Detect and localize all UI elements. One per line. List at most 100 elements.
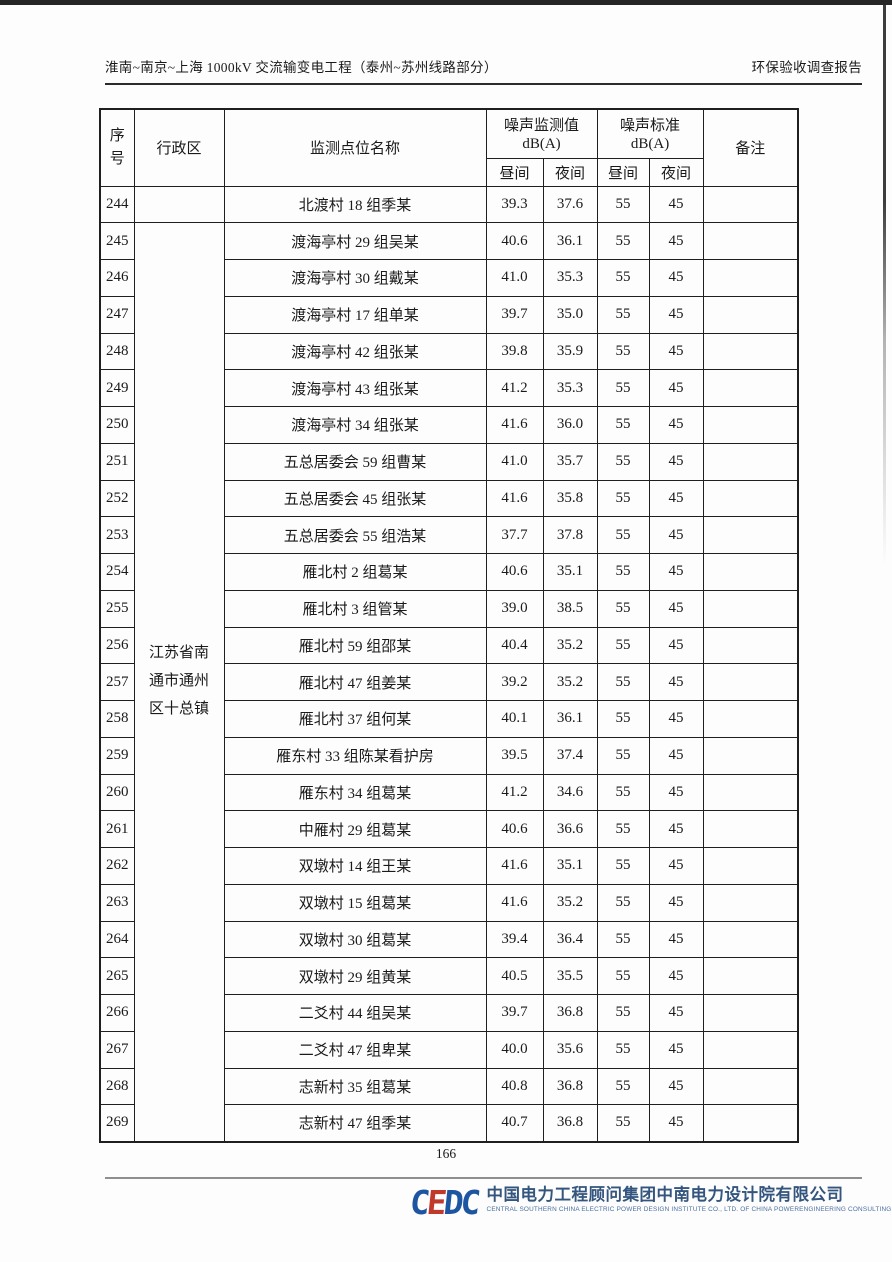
cell-night-measured: 35.8 [542,479,598,518]
cell-night-measured: 35.1 [542,553,598,591]
cell-day-standard: 55 [596,1030,650,1069]
cell-site-name: 渡海亭村 29 组吴某 [223,222,487,260]
cell-night-measured: 36.8 [542,994,598,1032]
cell-day-standard: 55 [596,773,650,812]
cell-night-measured: 35.3 [542,259,598,297]
cell-day-standard: 55 [596,663,650,701]
page-header: 淮南~南京~上海 1000kV 交流输变电工程（泰州~苏州线路部分） 环保验收调… [105,56,862,85]
cell-day-measured: 40.6 [485,553,544,591]
cell-remark [702,1030,799,1069]
table-row: 255 雁北村 3 组管某 39.0 38.5 55 45 [99,589,799,628]
cell-remark [702,663,799,701]
cell-seq: 259 [99,736,135,775]
cell-night-measured: 35.9 [542,332,598,371]
col-header-standard-day: 昼间 [596,157,650,187]
cell-remark [702,700,799,738]
cell-remark [702,994,799,1032]
cell-seq: 264 [99,920,135,959]
cell-seq: 257 [99,663,135,701]
cell-remark [702,516,799,554]
header-left-title: 淮南~南京~上海 1000kV 交流输变电工程（泰州~苏州线路部分） [105,60,498,75]
cell-day-standard: 55 [596,259,650,297]
col-header-site: 监测点位名称 [223,108,487,187]
cell-night-standard: 45 [648,589,704,628]
col-header-measured-night: 夜间 [542,157,598,187]
cell-day-standard: 55 [596,442,650,481]
cell-seq: 254 [99,553,135,591]
cell-night-measured: 35.7 [542,442,598,481]
cell-seq: 246 [99,259,135,297]
noise-monitoring-table: 序号 行政区 监测点位名称 噪声监测值 dB(A) 噪声标准 dB(A) 备注 … [99,108,800,1143]
cell-night-standard: 45 [648,883,704,922]
cell-night-measured: 38.5 [542,589,598,628]
table-row: 259 雁东村 33 组陈某看护房 39.5 37.4 55 45 [99,736,799,775]
cell-night-measured: 36.8 [542,1104,598,1142]
cell-day-measured: 39.3 [485,185,544,224]
col-header-standard-group: 噪声标准 dB(A) [596,108,704,159]
table-row: 248 渡海亭村 42 组张某 39.8 35.9 55 45 [99,332,799,371]
table-row: 249 渡海亭村 43 组张某 41.2 35.3 55 45 [99,369,799,407]
cell-day-measured: 41.2 [485,773,544,812]
table-row: 261 中雁村 29 组葛某 40.6 36.6 55 45 [99,810,799,848]
table-row: 265 双墩村 29 组黄某 40.5 35.5 55 45 [99,957,799,995]
cell-remark [702,883,799,922]
cell-seq: 253 [99,516,135,554]
cell-day-standard: 55 [596,736,650,775]
cell-remark [702,259,799,297]
cell-night-standard: 45 [648,994,704,1032]
cell-day-standard: 55 [596,295,650,334]
cell-remark [702,920,799,959]
cell-remark [702,1067,799,1106]
cell-night-measured: 35.0 [542,295,598,334]
cell-night-measured: 36.6 [542,810,598,848]
cell-day-standard: 55 [596,516,650,554]
col-header-measured-day: 昼间 [485,157,544,187]
cell-site-name: 五总居委会 45 组张某 [223,479,487,518]
cell-seq: 258 [99,700,135,738]
cell-day-measured: 41.0 [485,259,544,297]
cell-region-empty [133,185,225,224]
cell-night-standard: 45 [648,810,704,848]
col-header-measured-group: 噪声监测值 dB(A) [485,108,598,159]
cell-day-measured: 39.4 [485,920,544,959]
cell-day-standard: 55 [596,406,650,444]
cell-seq: 268 [99,1067,135,1106]
cell-night-standard: 45 [648,222,704,260]
region-label: 江苏省南通市通州区十总镇 [148,645,209,717]
table-row: 269 志新村 47 组季某 40.7 36.8 55 45 [99,1104,799,1142]
cell-day-standard: 55 [596,185,650,224]
footer-divider [105,1177,862,1179]
cell-night-standard: 45 [648,920,704,959]
cell-site-name: 渡海亭村 34 组张某 [223,406,487,444]
cell-day-standard: 55 [596,994,650,1032]
cell-day-standard: 55 [596,369,650,407]
cell-site-name: 渡海亭村 42 组张某 [223,332,487,371]
cell-seq: 269 [99,1104,135,1142]
cell-day-measured: 40.6 [485,222,544,260]
cell-seq: 247 [99,295,135,334]
cell-night-standard: 45 [648,700,704,738]
cell-seq: 244 [99,185,135,224]
cell-night-measured: 35.2 [542,883,598,922]
cell-day-standard: 55 [596,479,650,518]
cell-remark [702,222,799,260]
col-header-seq: 序号 [99,108,135,187]
cell-site-name: 渡海亭村 30 组戴某 [223,259,487,297]
cell-remark [702,957,799,995]
cell-remark [702,773,799,812]
cell-night-standard: 45 [648,442,704,481]
table-header-row-2: 昼间 夜间 昼间 夜间 [100,157,798,187]
cell-night-standard: 45 [648,736,704,775]
cell-night-measured: 35.2 [542,626,598,665]
cell-night-standard: 45 [648,369,704,407]
cell-day-standard: 55 [596,883,650,922]
col-header-region: 行政区 [133,108,225,187]
cell-day-standard: 55 [596,810,650,848]
cell-night-standard: 45 [648,626,704,665]
cell-day-measured: 39.5 [485,736,544,775]
cell-day-standard: 55 [596,920,650,959]
cell-site-name: 五总居委会 59 组曹某 [223,442,487,481]
cell-seq: 266 [99,994,135,1032]
cell-day-measured: 41.6 [485,883,544,922]
cell-site-name: 双墩村 15 组葛某 [223,883,487,922]
